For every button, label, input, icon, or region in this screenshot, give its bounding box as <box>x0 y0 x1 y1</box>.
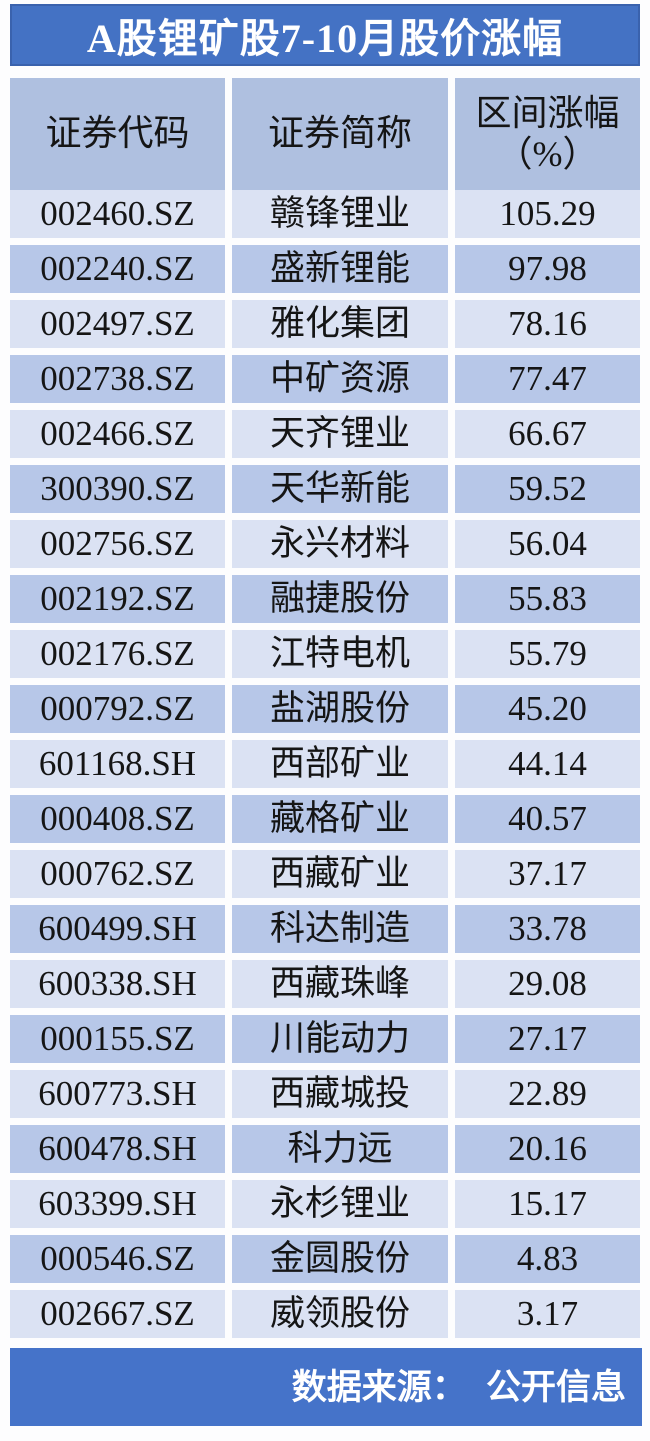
security-code-cell: 601168.SH <box>10 740 225 788</box>
table-row: 002466.SZ 天齐锂业 66.67 <box>10 410 640 458</box>
table-row: 002497.SZ 雅化集团 78.16 <box>10 300 640 348</box>
change-percent-cell: 78.16 <box>455 300 640 348</box>
change-percent-cell: 3.17 <box>455 1290 640 1338</box>
page-title-text: A股锂矿股7-10月股价涨幅 <box>86 16 564 61</box>
security-name-cell: 江特电机 <box>232 630 448 678</box>
security-code-cell: 300390.SZ <box>10 465 225 513</box>
table-row: 600478.SH 科力远 20.16 <box>10 1125 640 1173</box>
security-code-cell: 002460.SZ <box>10 190 225 238</box>
security-code-cell: 000408.SZ <box>10 795 225 843</box>
security-code-cell: 002466.SZ <box>10 410 225 458</box>
header-change-line1: 区间涨幅 <box>475 92 620 133</box>
security-name-cell: 金圆股份 <box>232 1235 448 1283</box>
header-change-percent: 区间涨幅 （%） <box>455 78 640 190</box>
security-name-cell: 西藏矿业 <box>232 850 448 898</box>
table-row: 601168.SH 西部矿业 44.14 <box>10 740 640 788</box>
page-title: A股锂矿股7-10月股价涨幅 <box>10 4 640 66</box>
security-code-cell: 002756.SZ <box>10 520 225 568</box>
security-name-cell: 西部矿业 <box>232 740 448 788</box>
security-code-cell: 002738.SZ <box>10 355 225 403</box>
header-change-line2: （%） <box>496 134 599 174</box>
data-source-bar: 数据来源： 公开信息 <box>10 1348 642 1426</box>
security-code-cell: 002192.SZ <box>10 575 225 623</box>
change-percent-cell: 59.52 <box>455 465 640 513</box>
table-row: 000762.SZ 西藏矿业 37.17 <box>10 850 640 898</box>
security-name-cell: 永兴材料 <box>232 520 448 568</box>
security-code-cell: 603399.SH <box>10 1180 225 1228</box>
security-code-cell: 002176.SZ <box>10 630 225 678</box>
security-code-cell: 600478.SH <box>10 1125 225 1173</box>
change-percent-cell: 37.17 <box>455 850 640 898</box>
table-row: 000408.SZ 藏格矿业 40.57 <box>10 795 640 843</box>
table-row: 002756.SZ 永兴材料 56.04 <box>10 520 640 568</box>
change-percent-cell: 55.79 <box>455 630 640 678</box>
change-percent-cell: 97.98 <box>455 245 640 293</box>
change-percent-cell: 44.14 <box>455 740 640 788</box>
table-body: 002460.SZ 赣锋锂业 105.29 002240.SZ 盛新锂能 97.… <box>10 190 640 1338</box>
change-percent-cell: 29.08 <box>455 960 640 1008</box>
security-code-cell: 000546.SZ <box>10 1235 225 1283</box>
security-code-cell: 002667.SZ <box>10 1290 225 1338</box>
security-name-cell: 融捷股份 <box>232 575 448 623</box>
table-row: 002192.SZ 融捷股份 55.83 <box>10 575 640 623</box>
table-row: 600338.SH 西藏珠峰 29.08 <box>10 960 640 1008</box>
security-name-cell: 西藏珠峰 <box>232 960 448 1008</box>
security-name-cell: 西藏城投 <box>232 1070 448 1118</box>
security-name-cell: 威领股份 <box>232 1290 448 1338</box>
table-row: 002738.SZ 中矿资源 77.47 <box>10 355 640 403</box>
security-name-cell: 中矿资源 <box>232 355 448 403</box>
security-name-cell: 赣锋锂业 <box>232 190 448 238</box>
table-row: 000155.SZ 川能动力 27.17 <box>10 1015 640 1063</box>
table-row: 002460.SZ 赣锋锂业 105.29 <box>10 190 640 238</box>
security-code-cell: 000762.SZ <box>10 850 225 898</box>
change-percent-cell: 66.67 <box>455 410 640 458</box>
change-percent-cell: 27.17 <box>455 1015 640 1063</box>
security-name-cell: 科达制造 <box>232 905 448 953</box>
change-percent-cell: 22.89 <box>455 1070 640 1118</box>
table-row: 002240.SZ 盛新锂能 97.98 <box>10 245 640 293</box>
data-source-value: 公开信息 <box>485 1367 626 1407</box>
change-percent-cell: 55.83 <box>455 575 640 623</box>
header-security-code: 证券代码 <box>10 78 225 190</box>
table-row: 603399.SH 永杉锂业 15.17 <box>10 1180 640 1228</box>
table-row: 000546.SZ 金圆股份 4.83 <box>10 1235 640 1283</box>
table-row: 300390.SZ 天华新能 59.52 <box>10 465 640 513</box>
data-source-label: 数据来源： <box>291 1367 467 1407</box>
change-percent-cell: 4.83 <box>455 1235 640 1283</box>
change-percent-cell: 105.29 <box>455 190 640 238</box>
security-code-cell: 002497.SZ <box>10 300 225 348</box>
security-name-cell: 天华新能 <box>232 465 448 513</box>
security-name-cell: 科力远 <box>232 1125 448 1173</box>
change-percent-cell: 20.16 <box>455 1125 640 1173</box>
change-percent-cell: 15.17 <box>455 1180 640 1228</box>
security-name-cell: 永杉锂业 <box>232 1180 448 1228</box>
change-percent-cell: 45.20 <box>455 685 640 733</box>
security-name-cell: 川能动力 <box>232 1015 448 1063</box>
table-header-row: 证券代码 证券简称 区间涨幅 （%） <box>10 78 640 190</box>
header-security-name: 证券简称 <box>232 78 448 190</box>
security-code-cell: 000155.SZ <box>10 1015 225 1063</box>
table-row: 600499.SH 科达制造 33.78 <box>10 905 640 953</box>
table-row: 002667.SZ 威领股份 3.17 <box>10 1290 640 1338</box>
change-percent-cell: 56.04 <box>455 520 640 568</box>
security-name-cell: 盛新锂能 <box>232 245 448 293</box>
security-name-cell: 天齐锂业 <box>232 410 448 458</box>
security-code-cell: 600338.SH <box>10 960 225 1008</box>
security-name-cell: 雅化集团 <box>232 300 448 348</box>
security-code-cell: 600773.SH <box>10 1070 225 1118</box>
change-percent-cell: 77.47 <box>455 355 640 403</box>
security-name-cell: 藏格矿业 <box>232 795 448 843</box>
security-code-cell: 000792.SZ <box>10 685 225 733</box>
change-percent-cell: 33.78 <box>455 905 640 953</box>
table-row: 000792.SZ 盐湖股份 45.20 <box>10 685 640 733</box>
security-name-cell: 盐湖股份 <box>232 685 448 733</box>
stock-table: 证券代码 证券简称 区间涨幅 （%） 002460.SZ 赣锋锂业 105.29 <box>10 78 640 1338</box>
security-code-cell: 600499.SH <box>10 905 225 953</box>
change-percent-cell: 40.57 <box>455 795 640 843</box>
table-row: 600773.SH 西藏城投 22.89 <box>10 1070 640 1118</box>
security-code-cell: 002240.SZ <box>10 245 225 293</box>
table-row: 002176.SZ 江特电机 55.79 <box>10 630 640 678</box>
